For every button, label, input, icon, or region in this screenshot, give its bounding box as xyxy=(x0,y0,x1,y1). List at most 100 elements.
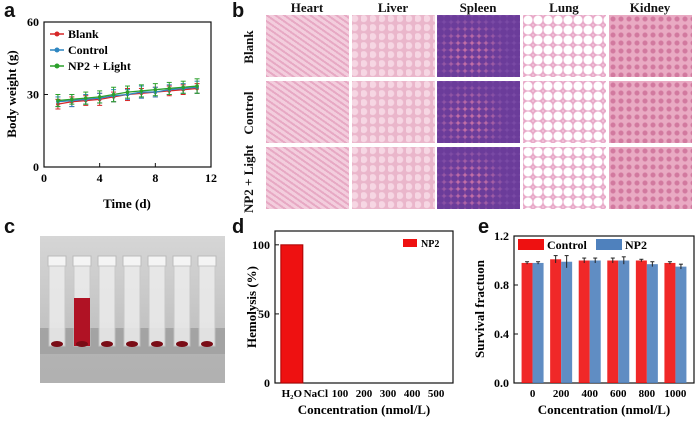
panel-label-d: d xyxy=(232,216,245,238)
histology-image xyxy=(437,81,520,143)
panel-label-c: c xyxy=(4,216,16,238)
legend-swatch xyxy=(403,239,417,247)
legend-swatch xyxy=(518,239,544,250)
data-point xyxy=(153,87,158,92)
legend-marker xyxy=(54,31,60,37)
tube-cap xyxy=(147,255,167,267)
bar xyxy=(675,266,687,383)
x-tick-label: 400 xyxy=(404,388,421,400)
x-tick-label: 300 xyxy=(380,388,397,400)
histology-image xyxy=(609,147,692,209)
x-axis-label: Concentration (nmol/L) xyxy=(538,402,671,417)
y-axis-label: Body weight (g) xyxy=(4,50,19,137)
x-tick-label: 0 xyxy=(41,171,47,185)
test-tube xyxy=(148,265,166,347)
test-tube xyxy=(48,265,66,347)
x-tick-label: 1000 xyxy=(664,388,687,400)
data-point xyxy=(70,97,74,102)
red-pellet xyxy=(126,341,138,347)
x-axis-label: Concentration (nmol/L) xyxy=(298,402,431,417)
y-tick-label: 100 xyxy=(252,238,270,252)
legend-label: Control xyxy=(547,238,587,252)
histology-image xyxy=(266,15,349,77)
bar xyxy=(280,244,304,384)
column-title: Lung xyxy=(549,0,579,15)
x-tick-label: 8 xyxy=(152,171,158,185)
data-point xyxy=(139,89,144,93)
red-pellet xyxy=(151,341,163,347)
x-tick-label: 200 xyxy=(356,388,373,400)
row-label: NP2 + Light xyxy=(241,144,256,214)
x-tick-label: 200 xyxy=(553,388,570,400)
red-pellet xyxy=(101,341,113,347)
histology-image xyxy=(352,147,435,209)
red-pellet xyxy=(176,341,188,347)
data-point xyxy=(167,86,172,91)
x-tick-label: 100 xyxy=(332,388,349,400)
bar xyxy=(589,260,601,383)
column-title: Liver xyxy=(377,0,409,15)
hemolysis-photo xyxy=(40,236,225,383)
y-axis-label: Survival fractuon xyxy=(472,259,487,358)
y-tick-label: 60 xyxy=(27,15,39,29)
x-tick-label: 0 xyxy=(530,388,536,400)
row-label: Blank xyxy=(241,30,256,64)
histology-image xyxy=(523,15,606,77)
body-weight-chart: 0 4 8 12 0 30 60 Blank Control NP2 + Light Time … xyxy=(4,15,217,211)
y-tick-label: 0 xyxy=(33,160,39,174)
data-point xyxy=(83,96,88,100)
legend-label: Blank xyxy=(68,27,99,41)
bar xyxy=(618,260,630,383)
panel-label-e: e xyxy=(478,216,490,238)
red-solution xyxy=(74,298,90,346)
red-pellet xyxy=(51,341,63,347)
histology-image xyxy=(437,147,520,209)
y-tick-label: 1.2 xyxy=(494,229,509,243)
tube-cap xyxy=(197,255,217,267)
test-tube xyxy=(98,265,116,347)
tube-cap xyxy=(97,255,117,267)
data-point xyxy=(111,92,116,97)
x-tick-label: 500 xyxy=(428,388,445,400)
column-title: Heart xyxy=(290,0,324,15)
x-tick-label: H₂O xyxy=(282,388,303,400)
histology-image xyxy=(266,81,349,143)
tube-cap xyxy=(47,255,67,267)
x-tick-label: 600 xyxy=(610,388,627,400)
x-tick-label: 400 xyxy=(581,388,598,400)
tube-cap xyxy=(72,255,92,267)
column-title: Kidney xyxy=(629,0,671,15)
bar xyxy=(664,262,676,383)
legend-marker xyxy=(54,47,60,53)
tube-cap xyxy=(172,255,192,267)
histology-image xyxy=(352,81,435,143)
plot-frame xyxy=(513,235,695,384)
histology-image xyxy=(609,81,692,143)
bar xyxy=(607,260,619,383)
histology-image xyxy=(266,147,349,209)
histology-image xyxy=(437,15,520,77)
data-point xyxy=(56,98,60,103)
data-point xyxy=(181,85,185,90)
x-tick-label: 4 xyxy=(97,171,103,185)
panel-label-b: b xyxy=(232,0,245,22)
histology-image xyxy=(352,15,435,77)
test-tube xyxy=(123,265,141,347)
tube-cap xyxy=(122,255,142,267)
y-tick-label: 0.8 xyxy=(494,278,509,292)
legend-swatch xyxy=(596,239,622,250)
x-tick-label: 12 xyxy=(205,171,217,185)
bar xyxy=(646,264,658,383)
y-tick-label: 0.4 xyxy=(494,327,509,341)
y-tick-label: 0.0 xyxy=(494,376,509,390)
red-pellet xyxy=(76,341,88,347)
bar xyxy=(521,262,533,383)
x-axis-label: Time (d) xyxy=(103,196,151,211)
bar xyxy=(578,260,590,383)
legend-label: NP2 + Light xyxy=(68,59,131,73)
data-point xyxy=(125,90,130,94)
y-axis-label: Hemolysis (%) xyxy=(244,266,259,348)
red-pellet xyxy=(201,341,213,347)
data-point xyxy=(97,95,102,99)
legend-label: NP2 xyxy=(421,239,439,250)
